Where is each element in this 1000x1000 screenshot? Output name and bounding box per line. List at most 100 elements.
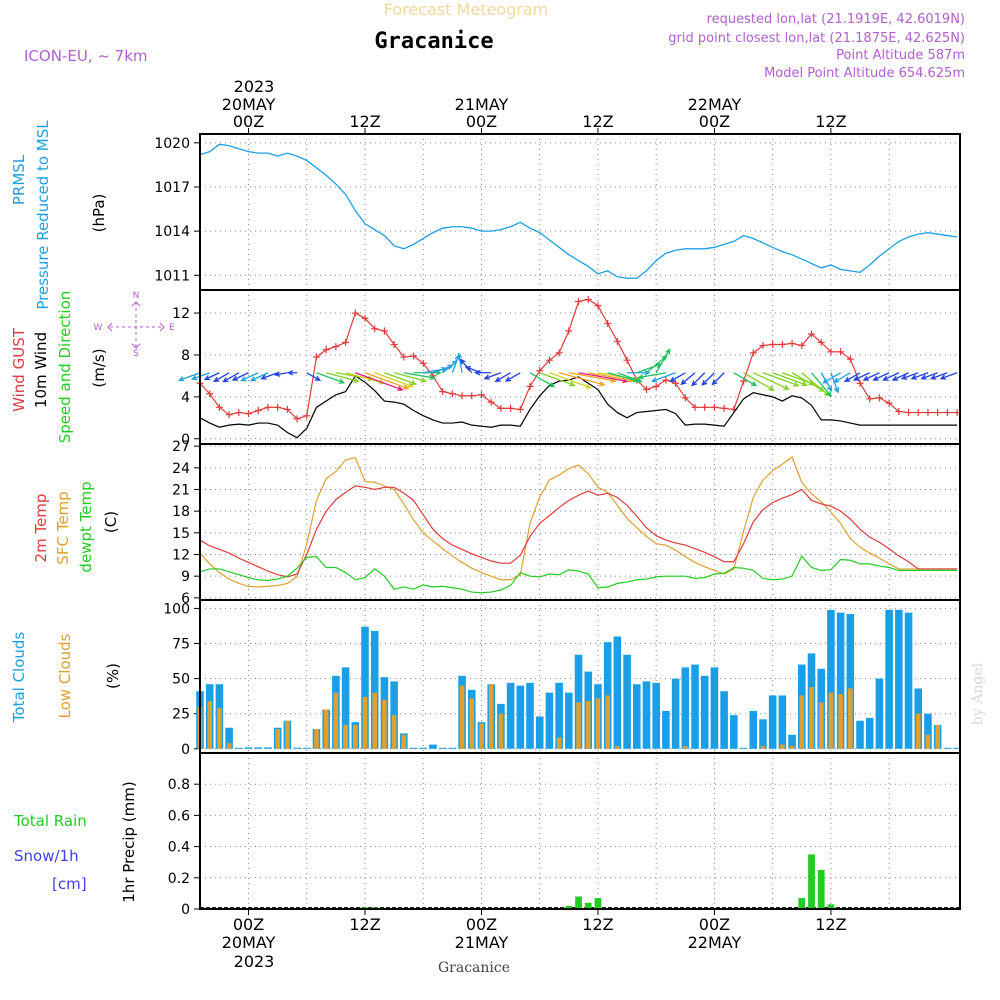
low-cloud-bar	[459, 685, 465, 749]
wind-arrow	[539, 372, 576, 387]
model-label: ICON-EU, ~ 7km	[24, 47, 148, 65]
wind-arrow	[862, 372, 880, 381]
wind-gust-marker	[555, 349, 563, 357]
total-cloud-bar	[846, 614, 855, 749]
y-tick-label: 25	[172, 707, 190, 723]
bottom-tick-label: 12Z	[582, 915, 613, 934]
clouds-panel: 0 25 50 75 100	[163, 599, 961, 758]
low-cloud-bar	[760, 745, 766, 749]
y-tick-label: 100	[163, 601, 190, 617]
total-cloud-bar	[739, 747, 748, 749]
rain-bar	[594, 898, 602, 909]
wind-arrow	[483, 372, 502, 380]
low-cloud-bar	[925, 734, 931, 749]
wind-arrow	[843, 372, 861, 383]
low-cloud-bar	[391, 715, 397, 749]
wind-gust-marker	[526, 382, 534, 390]
wind-gust-marker	[439, 388, 447, 396]
low-cloud-bar	[789, 745, 795, 749]
wind-gust-marker	[652, 382, 660, 390]
top-tick-label: 12Z	[349, 112, 380, 131]
bottom-date-label: 22MAY	[688, 933, 742, 952]
wind-gust-marker	[749, 349, 757, 357]
wind-gust-marker	[545, 356, 553, 364]
bottom-tick-label: 00Z	[233, 915, 264, 934]
wind-arrow	[459, 358, 473, 374]
low-cloud-bar	[217, 708, 222, 749]
wind-gust-marker	[400, 353, 408, 361]
wind-gust-marker	[419, 359, 427, 367]
wind-arrow	[752, 372, 790, 390]
wind-gust-marker	[594, 302, 602, 310]
total-cloud-bar	[361, 626, 369, 749]
wind-gust-marker	[866, 395, 874, 403]
super-title: Forecast Meteogram	[384, 0, 548, 19]
clouds-unit: (%)	[104, 663, 122, 689]
prmsl-line	[199, 143, 958, 279]
snow-label: Snow/1h	[14, 847, 79, 865]
low-cloud-bar	[818, 702, 824, 749]
y-tick-label: 0.4	[168, 840, 190, 856]
low-cloud-bar	[935, 724, 940, 749]
wind-arrow	[852, 372, 871, 381]
wind10m-label: 10m Wind	[32, 332, 50, 408]
point-altitude: Point Altitude 587m	[836, 48, 965, 63]
wind-gust-marker	[875, 394, 883, 402]
total-cloud-bar	[370, 630, 379, 749]
y-tick-label: 0.8	[168, 777, 190, 793]
total-cloud-bar	[749, 710, 758, 749]
total-cloud-bar	[904, 612, 913, 749]
total-cloud-bar	[662, 710, 670, 749]
wind10m-line	[199, 375, 958, 439]
low-cloud-bar	[207, 701, 212, 749]
low-cloud-bar	[498, 713, 504, 749]
wind-gust-marker	[458, 392, 466, 400]
rain-bar	[584, 902, 592, 909]
wind-arrow	[650, 372, 676, 383]
y-tick-label: 24	[172, 461, 190, 477]
wind-arrow	[711, 372, 725, 386]
wind-arrow	[900, 372, 919, 380]
total-cloud-bar	[652, 682, 660, 749]
wind-arrow	[494, 372, 511, 383]
low-cloud-bar	[585, 701, 591, 749]
wind-arrow	[316, 372, 346, 384]
total-cloud-bar	[565, 692, 573, 749]
rain-bar	[817, 870, 825, 909]
t2m-label: 2m Temp	[32, 494, 50, 563]
wind-gust-marker	[254, 406, 262, 414]
wind-arrow	[222, 372, 240, 383]
compass-rose: N S W E	[94, 291, 176, 359]
wind-arrow	[655, 348, 671, 374]
wind-arrow	[691, 372, 706, 387]
pressure-msl-label: Pressure Reduced to MSL	[34, 120, 52, 310]
total-cloud-bar	[856, 720, 864, 749]
wind-gust-marker	[206, 390, 214, 398]
total-cloud-bar	[730, 715, 738, 749]
panel-frame	[199, 752, 961, 910]
low-cloud-bar	[838, 694, 843, 749]
total-cloud-bar	[671, 678, 680, 749]
wind-arrow	[393, 372, 427, 383]
wind-gust-marker	[487, 398, 495, 406]
total-cloud-bar	[885, 609, 893, 749]
wind-gust-marker	[575, 298, 583, 306]
low-cloud-bar	[809, 687, 814, 749]
wind-gust-marker	[322, 346, 330, 354]
y-tick-label: 1020	[154, 136, 190, 152]
y-tick-label: 1011	[154, 268, 190, 284]
total-cloud-bar	[409, 747, 418, 749]
y-tick-label: 27	[172, 439, 190, 455]
wind-arrow	[669, 372, 686, 383]
wind-arrow	[464, 366, 482, 374]
low-cloud-bar	[362, 696, 368, 749]
total-cloud-bar	[341, 667, 350, 749]
wind-gust-marker	[390, 340, 398, 348]
total-cloud-bar	[691, 664, 699, 749]
y-tick-label: 12	[172, 306, 190, 322]
wind-gust-marker	[895, 408, 903, 416]
wind-gust-marker	[303, 412, 311, 420]
low-cloud-bar	[285, 720, 290, 749]
low-cloud-bar	[780, 744, 785, 749]
wind-gust-marker	[516, 405, 524, 413]
